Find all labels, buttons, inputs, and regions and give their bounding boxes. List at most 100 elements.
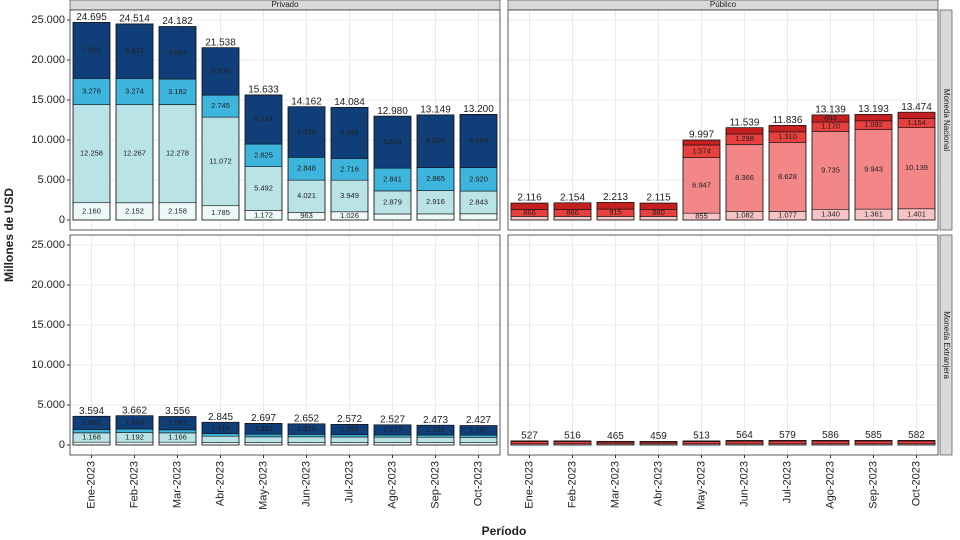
- bar-outline: [416, 424, 455, 446]
- segment-label: 4.021: [297, 191, 316, 200]
- bar-outline: [768, 440, 807, 446]
- segment-label: 1.166: [168, 433, 187, 442]
- strip-label: Moneda Nacional: [942, 89, 951, 151]
- x-tick-label: Oct-2023: [472, 461, 484, 506]
- bar-segment: [115, 23, 154, 79]
- segment-label: 3.276: [82, 87, 101, 96]
- bar-outline: [158, 416, 197, 446]
- total-label: 516: [564, 431, 581, 442]
- x-tick-label: Oct-2023: [910, 461, 922, 506]
- segment-label: 2.920: [469, 174, 488, 183]
- segment-label: 1.663: [125, 417, 144, 426]
- bar-segment: [639, 202, 678, 210]
- segment-label: 1.082: [735, 211, 754, 220]
- bar-segment: [373, 434, 412, 438]
- bar-segment: [416, 436, 455, 443]
- bar-outline: [201, 421, 240, 446]
- total-label: 24.514: [119, 14, 150, 25]
- segment-label: 6.821: [125, 46, 144, 55]
- bar-outline: [854, 114, 893, 221]
- bar-outline: [201, 47, 240, 221]
- bar-segment: [72, 104, 111, 204]
- total-label: 2.427: [466, 415, 491, 426]
- total-label: 2.652: [294, 413, 319, 424]
- segment-label: 8.628: [778, 172, 797, 181]
- bar-segment: [115, 104, 154, 204]
- total-label: 3.594: [79, 406, 104, 417]
- total-label: 2.527: [380, 414, 405, 425]
- bar-segment: [459, 434, 498, 438]
- bar-outline: [811, 440, 850, 446]
- bar-segment: [244, 94, 283, 145]
- total-label: 2.572: [337, 414, 362, 425]
- segment-label: 5.936: [211, 66, 230, 75]
- bar-outline: [115, 415, 154, 446]
- bar-segment: [459, 437, 498, 443]
- y-tick-label: 20.000: [31, 279, 65, 291]
- bar-segment: [72, 441, 111, 446]
- segment-label: 880: [652, 208, 665, 217]
- segment-label: 1.318: [297, 424, 316, 433]
- bar-outline: [115, 23, 154, 221]
- total-label: 513: [693, 431, 710, 442]
- y-tick-label: 15.000: [31, 94, 65, 106]
- x-tick-label: Jun-2023: [738, 461, 750, 507]
- strip-label: Moneda Extranjera: [942, 311, 951, 379]
- segment-label: 6.664: [469, 136, 488, 145]
- total-label: 21.538: [205, 37, 236, 48]
- bar-segment: [725, 440, 764, 445]
- total-label: 3.556: [165, 406, 190, 417]
- segment-label: 1.661: [168, 418, 187, 427]
- bar-segment: [596, 201, 635, 210]
- x-tick-label: Jul-2023: [343, 461, 355, 503]
- bar-outline: [459, 114, 498, 221]
- bar-segment: [510, 216, 549, 221]
- bar-segment: [158, 441, 197, 446]
- x-tick-label: Ene-2023: [523, 461, 535, 509]
- bar-outline: [553, 202, 592, 221]
- bar-outline: [373, 424, 412, 446]
- bar-outline: [330, 424, 369, 446]
- bar-segment: [416, 434, 455, 438]
- bar-segment: [373, 442, 412, 446]
- y-tick-label: 5.000: [37, 174, 65, 186]
- total-label: 9.997: [689, 130, 714, 141]
- segment-label: 1.298: [735, 134, 754, 143]
- segment-label: 1.288: [340, 425, 359, 434]
- x-tick-label: May-2023: [257, 461, 269, 510]
- segment-label: 3.182: [168, 87, 187, 96]
- y-tick-label: 0: [59, 439, 65, 451]
- x-tick-label: Feb-2023: [128, 461, 140, 508]
- bar-outline: [596, 440, 635, 446]
- segment-label: 1.361: [864, 210, 883, 219]
- bar-segment: [811, 440, 850, 445]
- x-tick-label: Sep-2023: [867, 461, 879, 509]
- total-label: 13.193: [858, 104, 889, 115]
- bar-outline: [854, 440, 893, 446]
- x-tick-label: Mar-2023: [609, 461, 621, 508]
- segment-label: 8.366: [735, 173, 754, 182]
- bar-outline: [510, 440, 549, 446]
- segment-label: 6.947: [692, 180, 711, 189]
- total-label: 459: [650, 431, 667, 442]
- total-label: 582: [908, 430, 925, 441]
- bar-segment: [115, 78, 154, 105]
- total-label: 3.662: [122, 405, 147, 416]
- y-tick-label: 0: [59, 214, 65, 226]
- x-tick-label: Feb-2023: [566, 461, 578, 508]
- segment-label: 866: [523, 208, 536, 217]
- segment-label: 6.144: [254, 114, 273, 123]
- bar-outline: [244, 94, 283, 221]
- x-tick-label: Jul-2023: [781, 461, 793, 503]
- bar-segment: [330, 442, 369, 446]
- bar-segment: [72, 429, 111, 434]
- segment-label: 2.848: [297, 164, 316, 173]
- strip-label: Privado: [271, 0, 299, 9]
- bar-segment: [510, 202, 549, 210]
- bar-segment: [854, 440, 893, 445]
- bar-segment: [725, 144, 764, 212]
- bar-segment: [416, 114, 455, 168]
- strip: [939, 234, 953, 456]
